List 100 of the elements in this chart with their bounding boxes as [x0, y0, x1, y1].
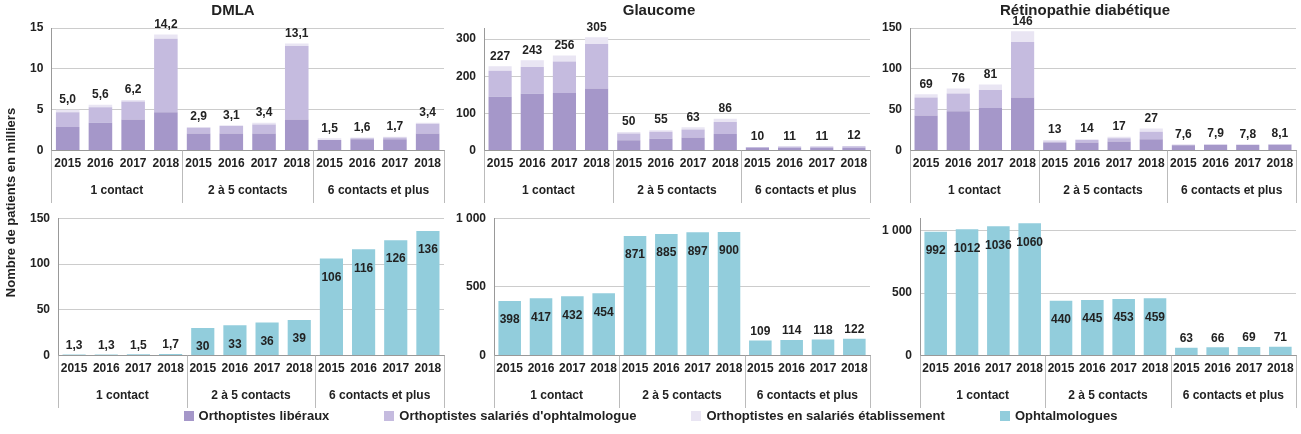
x-tick-label: 2018 — [715, 361, 743, 376]
data-label: 1,7 — [162, 337, 180, 352]
x-tick-label: 2017 — [1105, 156, 1133, 171]
text: 2 à 5 contacts — [642, 388, 723, 402]
x-tick-label: 2018 — [840, 361, 868, 376]
total-label: 86 — [718, 100, 733, 115]
x-tick-label: 2015 — [185, 156, 213, 171]
total-label: 256 — [554, 37, 575, 52]
x-tick-label: 2015 — [189, 361, 217, 376]
x-tick-label: 2015 — [60, 361, 88, 376]
x-tick-label: 2015 — [496, 361, 524, 376]
x-tick-label: 2017 — [125, 361, 153, 376]
x-tick-label: 2017 — [977, 156, 1005, 171]
data-label: 459 — [1145, 309, 1166, 324]
chart-title: Rétinopathie diabétique — [999, 1, 1171, 19]
data-label: 871 — [625, 247, 646, 262]
y-tick-label: 200 — [455, 68, 477, 83]
data-label: 454 — [593, 304, 615, 319]
x-tick-label: 2015 — [1047, 361, 1075, 376]
y-tick-label: 500 — [466, 279, 487, 294]
text: 2 à 5 contacts — [1068, 388, 1149, 402]
chart-title: Glaucome — [622, 1, 696, 19]
x-tick-label: 2016 — [518, 156, 546, 171]
y-tick-label: 1 000 — [456, 210, 487, 225]
x-tick-label: 2016 — [1073, 156, 1101, 171]
x-tick-label: 2017 — [381, 156, 409, 171]
data-label: 445 — [1082, 311, 1103, 326]
y-tick-label: 1 000 — [882, 223, 913, 237]
x-tick-label: 2017 — [1235, 361, 1263, 376]
data-label: 126 — [385, 251, 407, 266]
text: 6 contacts et plus — [754, 183, 857, 197]
x-tick-label: 2015 — [744, 156, 772, 171]
data-label: 122 — [844, 322, 865, 337]
y-tick-label: 0 — [479, 347, 487, 362]
x-tick-label: 2017 — [250, 156, 278, 171]
y-tick-label: 5 — [36, 102, 44, 117]
text: 2 à 5 contacts — [637, 183, 718, 197]
total-label: 3,4 — [255, 105, 273, 120]
total-label: 8,1 — [1271, 126, 1289, 141]
data-label: 136 — [417, 242, 439, 257]
x-tick-label: 2016 — [527, 361, 555, 376]
total-label: 7,9 — [1207, 126, 1225, 141]
total-label: 12 — [847, 128, 861, 143]
x-tick-label: 2017 — [551, 156, 579, 171]
legend-label: Orthoptistes en salariés établissement — [706, 408, 945, 423]
y-tick-label: 0 — [469, 142, 477, 157]
legend-label: Ophtalmologues — [1014, 408, 1118, 423]
x-tick-label: 2016 — [92, 361, 120, 376]
text: 6 contacts et plus — [756, 388, 859, 402]
x-tick-label: 2018 — [283, 156, 311, 171]
x-tick-label: 2015 — [486, 156, 514, 171]
x-tick-label: 2015 — [621, 361, 649, 376]
data-label: 992 — [925, 243, 947, 257]
data-label: 885 — [656, 245, 677, 260]
x-tick-label: 2018 — [157, 361, 185, 376]
x-tick-label: 2016 — [1079, 361, 1107, 376]
x-tick-label: 2016 — [87, 156, 115, 171]
y-tick-label: 300 — [455, 31, 477, 46]
y-tick-label: 10 — [29, 61, 44, 76]
y-tick-label: 0 — [43, 347, 51, 362]
x-tick-label: 2018 — [1137, 156, 1165, 171]
x-tick-label: 2018 — [583, 156, 611, 171]
data-label: 63 — [1179, 331, 1194, 346]
x-tick-label: 2016 — [350, 361, 378, 376]
x-tick-label: 2018 — [414, 361, 442, 376]
data-label: 1,5 — [130, 337, 148, 352]
x-tick-label: 2018 — [1266, 361, 1294, 376]
x-tick-label: 2015 — [1041, 156, 1069, 171]
text: 1 contact — [522, 183, 575, 197]
data-label: 432 — [562, 307, 583, 322]
data-label: 398 — [499, 312, 521, 327]
y-axis-title: Nombre de patients en milliers — [3, 107, 19, 298]
data-label: 1,3 — [97, 337, 115, 352]
x-tick-label: 2015 — [615, 156, 643, 171]
total-label: 81 — [983, 66, 998, 81]
x-tick-label: 2016 — [776, 156, 804, 171]
text: 1 contact — [530, 388, 584, 402]
x-tick-label: 2016 — [953, 361, 981, 376]
x-tick-label: 2017 — [253, 361, 281, 376]
total-label: 13 — [1048, 122, 1062, 137]
data-label: 36 — [260, 333, 275, 348]
data-label: 897 — [687, 243, 709, 258]
text: 6 contacts et plus — [1182, 388, 1285, 402]
text: 1 contact — [96, 388, 149, 402]
total-label: 76 — [951, 70, 966, 85]
total-label: 243 — [522, 42, 543, 57]
text: 1 contact — [90, 183, 144, 197]
x-tick-label: 2016 — [1202, 156, 1230, 171]
x-tick-label: 2015 — [1170, 156, 1198, 171]
x-tick-label: 2017 — [119, 156, 147, 171]
total-label: 14,2 — [154, 16, 178, 31]
x-tick-label: 2016 — [348, 156, 376, 171]
y-tick-label: 100 — [881, 61, 903, 76]
total-label: 27 — [1144, 110, 1159, 125]
x-tick-label: 2017 — [684, 361, 712, 376]
text: 6 contacts et plus — [1180, 183, 1283, 197]
data-label: 30 — [196, 339, 210, 354]
data-label: 417 — [531, 309, 552, 324]
x-tick-label: 2017 — [1110, 361, 1138, 376]
x-tick-label: 2016 — [217, 156, 245, 171]
